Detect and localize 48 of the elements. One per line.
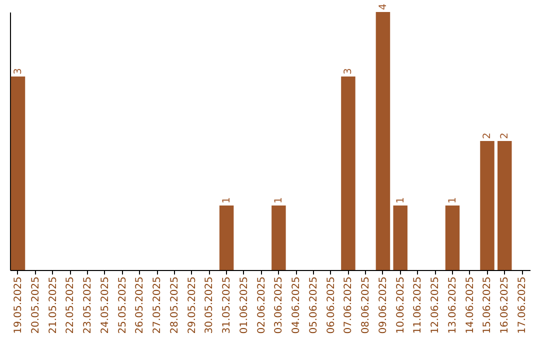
x-tick-label: 11.06.2025 [412,276,424,334]
bar [480,141,494,270]
x-tick-label: 15.06.2025 [482,276,494,334]
data-label: 2 [500,132,511,139]
x-tick-label: 03.06.2025 [274,276,285,334]
x-tick-label: 26.05.2025 [134,276,146,334]
x-tick-label: 13.06.2025 [447,276,458,334]
x-tick-label: 30.05.2025 [204,276,216,334]
x-tick-label: 22.05.2025 [65,276,76,334]
x-tick-label: 02.06.2025 [256,276,268,334]
x-tick-label: 28.05.2025 [169,276,180,334]
x-tick-label: 04.06.2025 [291,276,302,334]
x-tick-label: 06.06.2025 [326,276,337,334]
data-label: 1 [222,197,233,204]
x-tick-label: 21.05.2025 [48,276,59,334]
bar [445,206,460,270]
bar [498,141,512,270]
x-tick-label: 25.05.2025 [117,276,128,334]
bar [341,76,356,270]
x-tick-label: 16.06.2025 [500,276,511,334]
x-tick-label: 12.06.2025 [430,276,442,334]
bar [272,206,286,270]
x-tick-label: 24.05.2025 [100,276,111,334]
data-label: 3 [343,68,354,74]
x-tick-label: 05.06.2025 [308,276,320,334]
bar [376,12,390,270]
x-tick-label: 01.06.2025 [238,276,250,334]
data-label: 3 [12,68,24,74]
x-tick-label: 29.05.2025 [186,276,198,334]
data-label: 1 [447,197,458,204]
data-label: 1 [395,197,406,204]
x-tick-label: 27.05.2025 [152,276,164,334]
bar [10,76,26,270]
x-tick-label: 08.06.2025 [360,276,372,334]
bar [393,206,408,270]
x-tick-label: 17.06.2025 [517,276,528,334]
x-tick-label: 14.06.2025 [464,276,476,334]
x-tick-label: 10.06.2025 [395,276,406,334]
data-label: 2 [482,132,494,139]
data-label: 1 [274,197,285,204]
x-tick-label: 09.06.2025 [378,276,389,334]
x-tick-label: 20.05.2025 [30,276,42,334]
bar [219,206,234,270]
x-tick-label: 31.05.2025 [222,276,233,334]
data-label: 4 [378,4,389,10]
x-tick-label: 23.05.2025 [82,276,94,334]
x-tick-label: 07.06.2025 [343,276,354,334]
x-tick-label: 19.05.2025 [12,276,24,334]
